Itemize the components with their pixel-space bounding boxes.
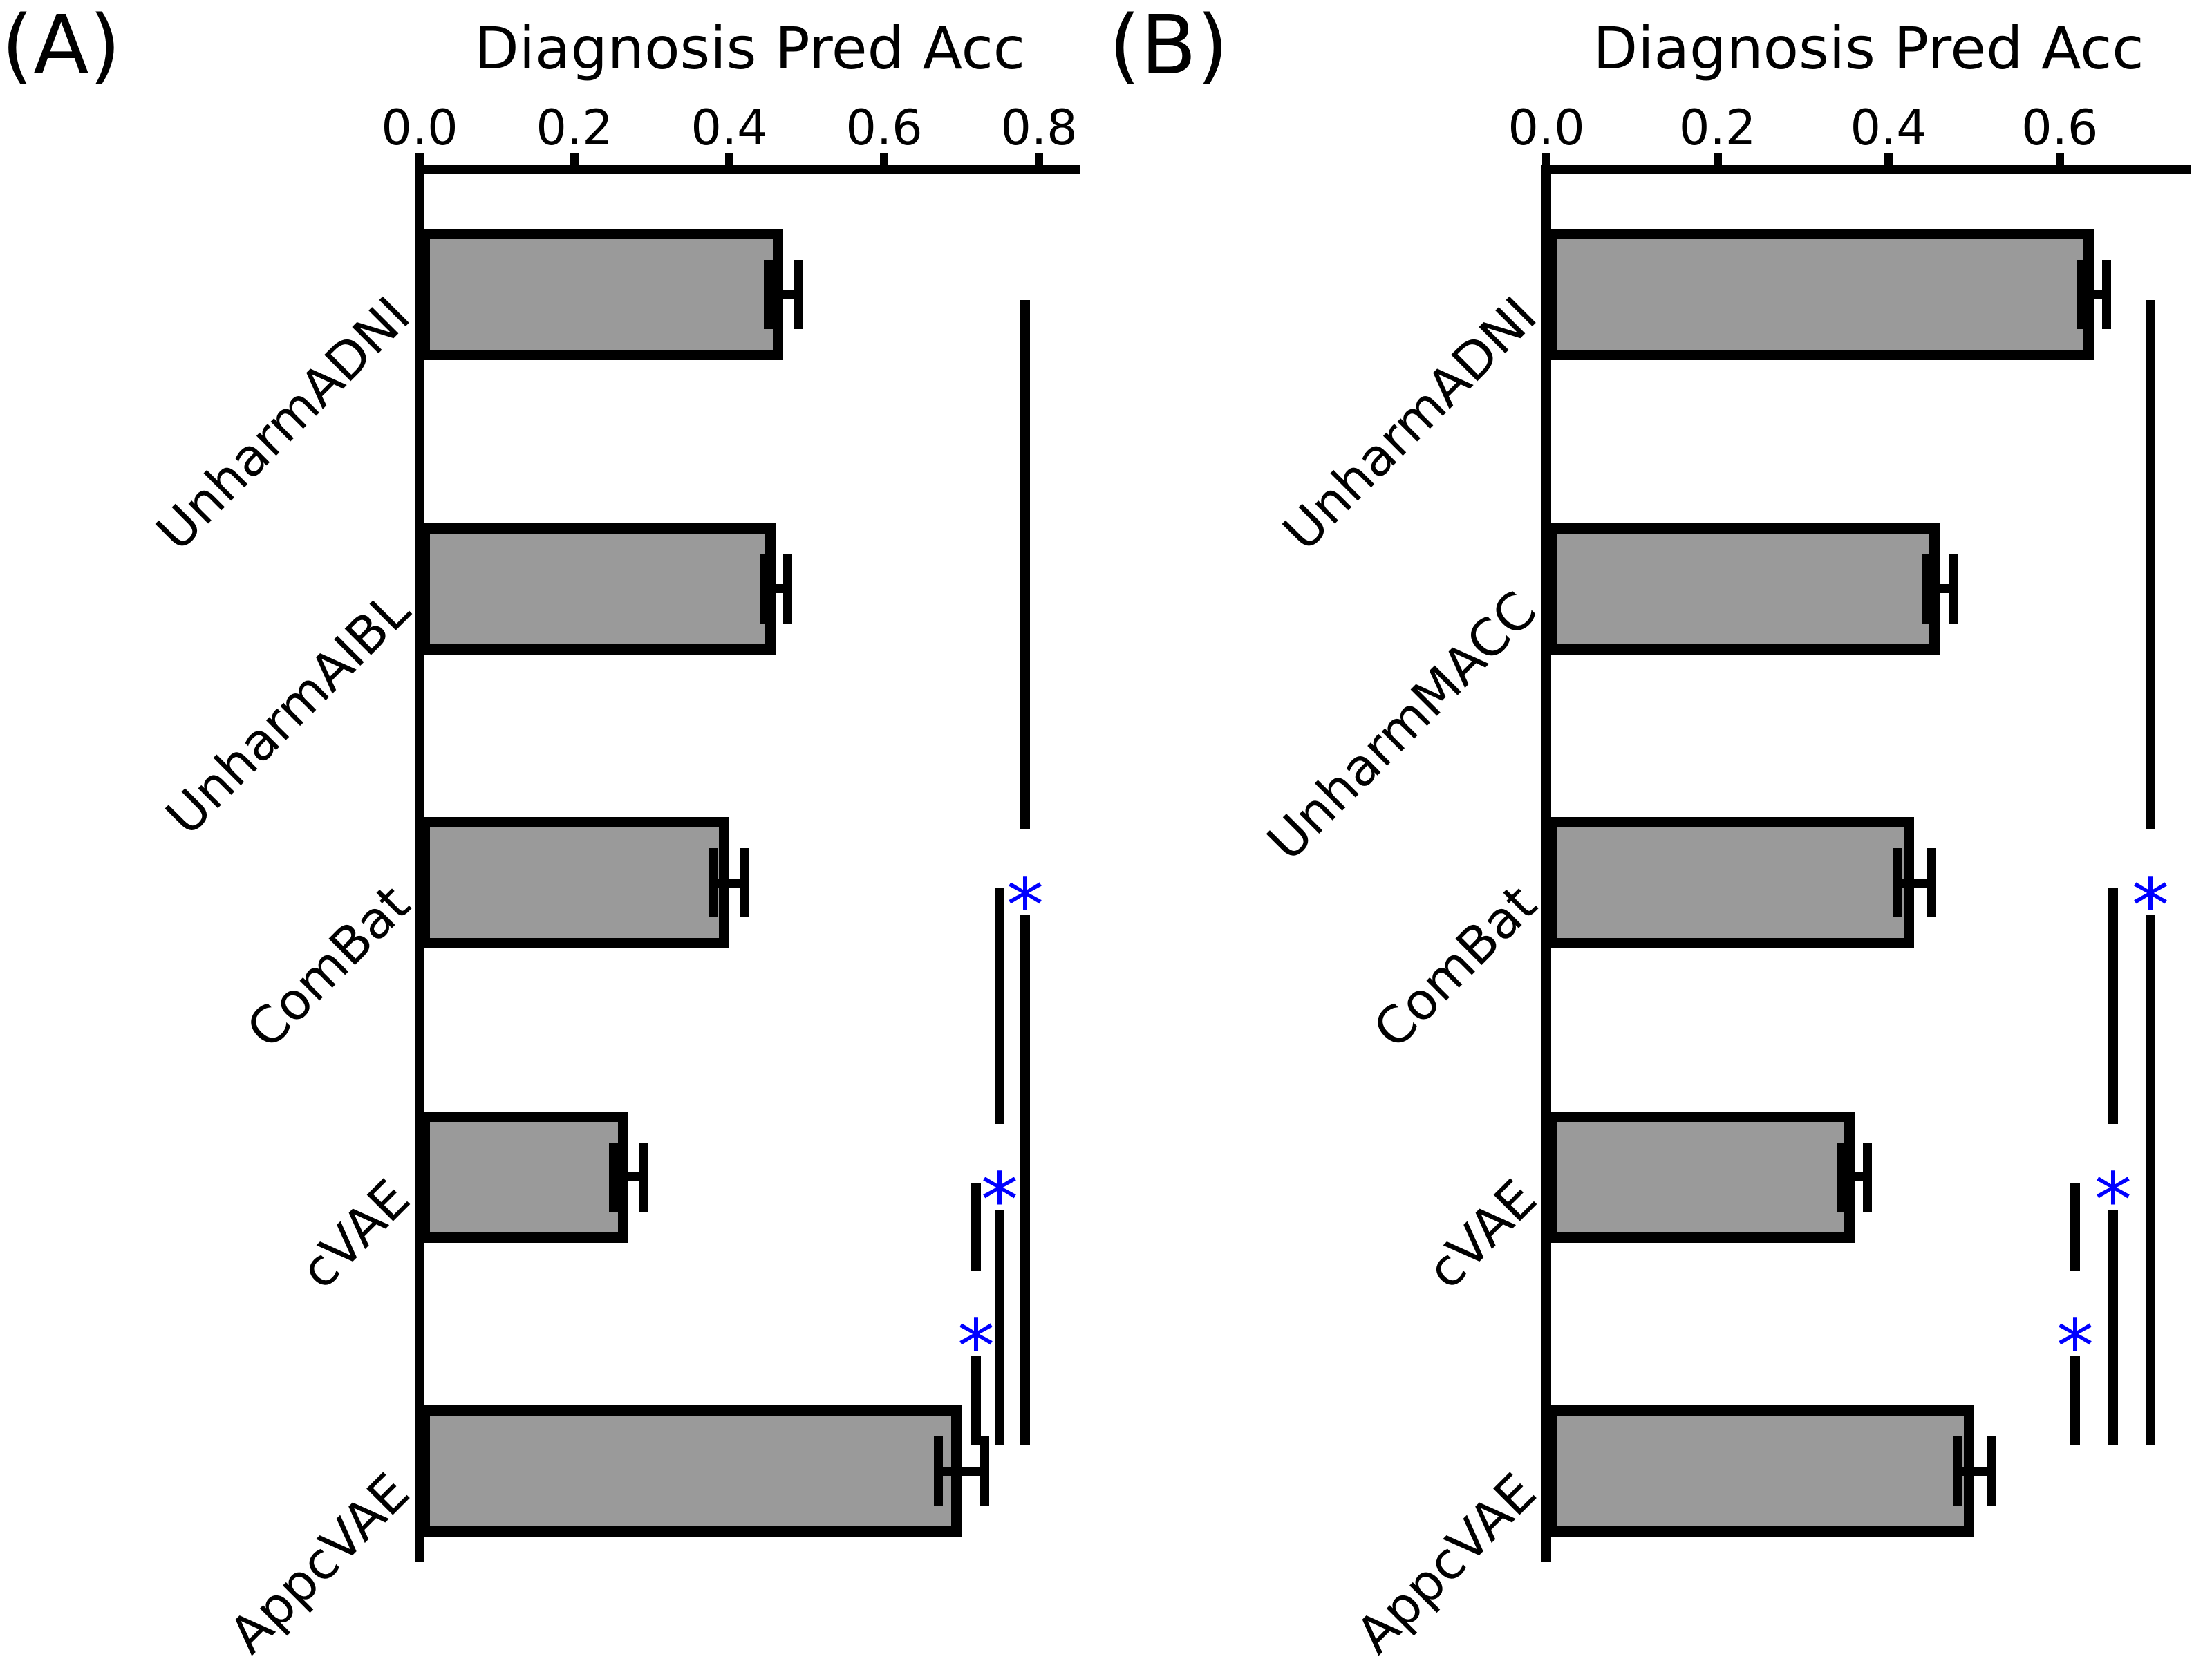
panel-a-bar-unharmaibl [420, 523, 776, 655]
panel-b-axis-title: Diagnosis Pred Acc [1593, 15, 2144, 82]
panel-b-error-bar-cap [1837, 1142, 1846, 1212]
panel-a-axis-title: Diagnosis Pred Acc [474, 15, 1025, 82]
panel-b-bar-combat [1546, 817, 1915, 948]
panel-a-x-tick-label: 0.2 [536, 100, 613, 156]
panel-b-significance-bracket [2070, 1356, 2080, 1445]
panel-a-error-bar-cap [709, 848, 719, 917]
panel-a-x-tick [415, 153, 424, 170]
panel-a-bar-unharmadni [420, 229, 784, 360]
panel-a-error-bar-cap [933, 1436, 943, 1506]
panel-b-x-tick-label: 0.6 [2021, 100, 2099, 156]
panel-b-label: (B) [1109, 0, 1229, 93]
panel-a-category-label-appcvae: AppcVAE [218, 1462, 422, 1659]
panel-b-x-tick [1713, 153, 1722, 170]
panel-b-category-label-cvae: cVAE [1416, 1168, 1548, 1300]
panel-a-x-axis-line [415, 165, 1080, 174]
panel-a-significance-bracket [995, 888, 1004, 1124]
panel-a-x-tick-label: 0.8 [1000, 100, 1078, 156]
panel-b-significance-bracket [2146, 300, 2155, 830]
panel-b-x-axis-line [1541, 165, 2191, 174]
panel-b-error-bar-line [1841, 1172, 1868, 1181]
panel-b-significance-bracket [2108, 1209, 2118, 1445]
panel-a-significance-asterisk: * [957, 1304, 995, 1391]
panel-a-category-label-cvae: cVAE [289, 1168, 422, 1300]
panel-a-error-bar-cap [639, 1142, 649, 1212]
panel-a-error-bar-line [764, 584, 787, 593]
panel-b-error-bar-line [2081, 290, 2107, 299]
panel-a-error-bar-line [613, 1172, 644, 1181]
panel-b-error-bar-cap [1927, 848, 1936, 917]
panel-a-error-bar-line [938, 1466, 985, 1476]
panel-a-error-bar-cap [740, 848, 749, 917]
panel-b-error-bar-cap [1952, 1436, 1962, 1506]
panel-b-category-label-appcvae: AppcVAE [1345, 1462, 1548, 1659]
panel-a-category-label-unharmaibl: UnharmAIBL [155, 580, 422, 847]
panel-a-error-bar-cap [759, 554, 769, 624]
panel-b-error-bar-cap [2102, 260, 2112, 329]
panel-b-bar-unharmadni [1546, 229, 2094, 360]
panel-a-error-bar-line [768, 290, 799, 299]
panel-a-label: (A) [1, 0, 121, 93]
panel-b-significance-bracket [2108, 888, 2118, 1124]
panel-a-error-bar-line [713, 878, 745, 888]
panel-b-error-bar-line [1927, 584, 1953, 593]
panel-a-error-bar-cap [782, 554, 792, 624]
panel-b-x-tick [2055, 153, 2064, 170]
panel-b-significance-bracket [2070, 1182, 2080, 1271]
panel-b-error-bar-cap [1862, 1142, 1872, 1212]
panel-a-significance-bracket [995, 1209, 1004, 1445]
panel-b-error-bar-cap [1922, 554, 1932, 624]
panel-a-category-label-combat: ComBat [235, 874, 422, 1060]
panel-a-error-bar-cap [608, 1142, 618, 1212]
panel-a-bar-cvae [420, 1111, 629, 1243]
panel-b-category-label-combat: ComBat [1362, 874, 1548, 1060]
panel-a-significance-asterisk: * [981, 1157, 1018, 1244]
panel-a-significance-bracket [1020, 300, 1030, 830]
panel-a-bar-appcvae [420, 1405, 962, 1537]
panel-b-error-bar-cap [1893, 848, 1902, 917]
panel-b-bar-cvae [1546, 1111, 1855, 1243]
panel-b-error-bar-cap [2077, 260, 2086, 329]
panel-b-bar-appcvae [1546, 1405, 1974, 1537]
panel-a-error-bar-cap [794, 260, 804, 329]
panel-b-x-tick [1542, 153, 1550, 170]
panel-b-significance-bracket [2146, 915, 2155, 1445]
panel-b-significance-asterisk: * [2094, 1157, 2132, 1244]
panel-a-x-tick [570, 153, 579, 170]
panel-a-significance-asterisk: * [1006, 863, 1044, 950]
panel-b-x-tick-label: 0.0 [1508, 100, 1585, 156]
panel-b-x-tick-label: 0.2 [1678, 100, 1756, 156]
panel-a-category-label-unharmadni: UnharmADNI [144, 285, 422, 563]
panel-a-significance-bracket [1020, 915, 1030, 1445]
panel-b-significance-asterisk: * [2132, 863, 2169, 950]
panel-a-error-bar-cap [980, 1436, 990, 1506]
panel-a-x-tick-label: 0.4 [691, 100, 768, 156]
panel-a-x-tick [880, 153, 888, 170]
panel-b-category-label-unharmadni: UnharmADNI [1271, 285, 1548, 563]
panel-a-x-tick [1035, 153, 1043, 170]
panel-a-significance-bracket [971, 1356, 981, 1445]
panel-b-error-bar-cap [1948, 554, 1958, 624]
panel-b-error-bar-line [1897, 878, 1932, 888]
panel-b-x-tick-label: 0.4 [1850, 100, 1927, 156]
panel-b-bar-unharmmacc [1546, 523, 1940, 655]
panel-a-x-tick-label: 0.0 [381, 100, 458, 156]
panel-b-category-label-unharmmacc: UnharmMACC [1256, 580, 1548, 872]
panel-a-bar-combat [420, 817, 729, 948]
panel-b-error-bar-cap [1987, 1436, 1996, 1506]
panel-a-significance-bracket [971, 1182, 981, 1271]
panel-a-x-tick-label: 0.6 [845, 100, 923, 156]
panel-a-x-tick [725, 153, 733, 170]
panel-b-error-bar-line [1957, 1466, 1991, 1476]
panel-b-x-tick [1884, 153, 1893, 170]
panel-a-error-bar-cap [763, 260, 773, 329]
panel-b-significance-asterisk: * [2056, 1304, 2094, 1391]
